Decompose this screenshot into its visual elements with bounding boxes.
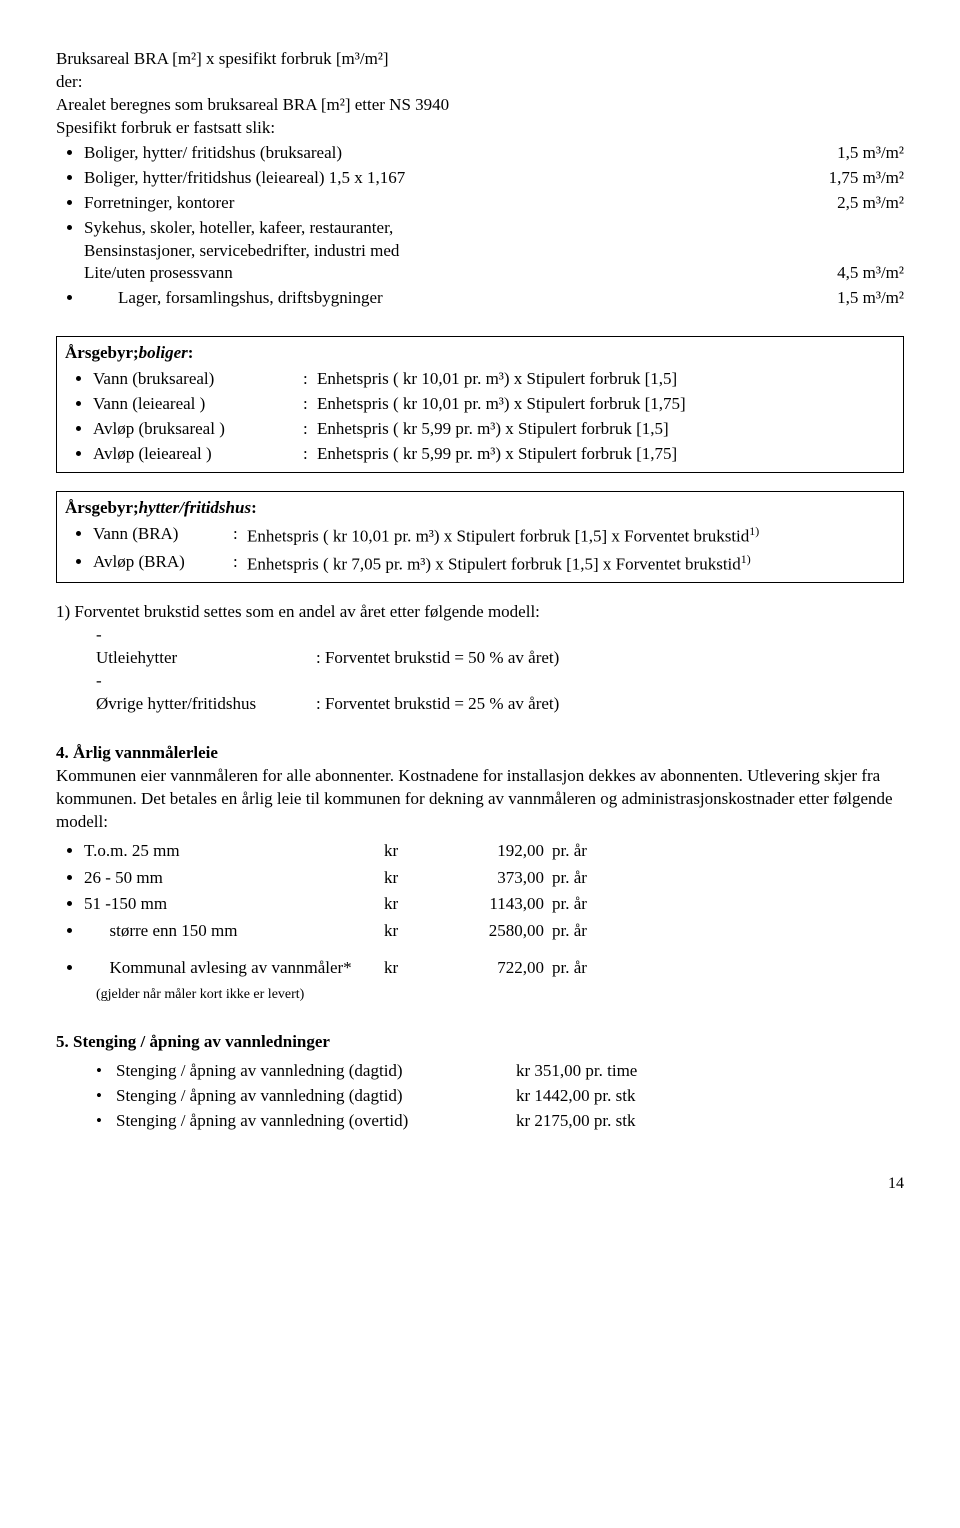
forbruk-label-cont1: Bensinstasjoner, servicebedrifter, indus… xyxy=(84,240,904,263)
fee-label: større enn 150 mm xyxy=(84,920,384,943)
hytter-title: Årsgebyr; xyxy=(65,497,139,520)
boliger-title: Årsgebyr; xyxy=(65,342,139,365)
open-value: kr 351,00 pr. time xyxy=(516,1060,637,1083)
intro-block: Bruksareal BRA [m²] x spesifikt forbruk … xyxy=(56,48,904,140)
open-label: Stenging / åpning av vannledning (overti… xyxy=(116,1110,516,1133)
forbruk-value: 1,5 m³/m² xyxy=(837,287,904,310)
boliger-rows: Vann (bruksareal):Enhetspris ( kr 10,01 … xyxy=(57,368,903,466)
open-value: kr 2175,00 pr. stk xyxy=(516,1110,635,1133)
table-value: Enhetspris ( kr 5,99 pr. m³) x Stipulert… xyxy=(317,418,903,441)
reading-note: (gjelder når måler kort ikke er levert) xyxy=(96,986,904,1005)
hytter-sublist: Utleiehytter: Forventet brukstid = 50 % … xyxy=(56,624,904,716)
forbruk-label: Sykehus, skoler, hoteller, kafeer, resta… xyxy=(84,217,904,240)
forbruk-value: 1,75 m³/m² xyxy=(829,167,904,190)
forbruk-value: 4,5 m³/m² xyxy=(837,262,904,285)
table-label: Avløp (BRA) xyxy=(93,551,233,577)
fee-label: 51 -150 mm xyxy=(84,893,384,916)
boliger-title-em: boliger xyxy=(139,342,188,365)
table-value: Enhetspris ( kr 5,99 pr. m³) x Stipulert… xyxy=(317,443,903,466)
forbruk-value: 2,5 m³/m² xyxy=(837,192,904,215)
table-label: Avløp (leieareal ) xyxy=(93,443,303,466)
forbruk-label-cont2: Lite/uten prosessvann xyxy=(84,262,837,285)
table-value: Enhetspris ( kr 10,01 pr. m³) x Stipuler… xyxy=(317,393,903,416)
table-label: Avløp (bruksareal ) xyxy=(93,418,303,441)
reading-fee: Kommunal avlesing av vannmåler*kr722,00p… xyxy=(56,957,904,980)
hytter-table: Årsgebyr; hytter/fritidshus: Vann (BRA):… xyxy=(56,491,904,583)
fee-label: 26 - 50 mm xyxy=(84,867,384,890)
sub-label: Utleiehytter xyxy=(96,647,316,670)
intro-l2: Spesifikt forbruk er fastsatt slik: xyxy=(56,117,904,140)
forbruk-list: Boliger, hytter/ fritidshus (bruksareal)… xyxy=(56,142,904,311)
hytter-note: 1) Forventet brukstid settes som en ande… xyxy=(56,601,904,624)
fee-label: T.o.m. 25 mm xyxy=(84,840,384,863)
hytter-title-em: hytter/fritidshus xyxy=(139,497,251,520)
sub-label: Øvrige hytter/fritidshus xyxy=(96,693,316,716)
boliger-table: Årsgebyr; boliger: Vann (bruksareal):Enh… xyxy=(56,336,904,473)
open-label: Stenging / åpning av vannledning (dagtid… xyxy=(116,1085,516,1108)
sub-val: : Forventet brukstid = 50 % av året) xyxy=(316,647,559,670)
hytter-rows: Vann (BRA):Enhetspris ( kr 10,01 pr. m³)… xyxy=(57,523,903,576)
forbruk-value: 1,5 m³/m² xyxy=(837,142,904,165)
forbruk-label: Boliger, hytter/fritidshus (leieareal) 1… xyxy=(84,167,829,190)
table-label: Vann (bruksareal) xyxy=(93,368,303,391)
fee-list: T.o.m. 25 mmkr192,00pr. år 26 - 50 mmkr3… xyxy=(56,840,904,944)
table-value: Enhetspris ( kr 10,01 pr. m³) x Stipuler… xyxy=(247,523,903,549)
der-line: der: xyxy=(56,71,904,94)
sub-val: : Forventet brukstid = 25 % av året) xyxy=(316,693,559,716)
open-list: Stenging / åpning av vannledning (dagtid… xyxy=(56,1060,904,1133)
sec5-heading: 5. Stenging / åpning av vannledninger xyxy=(56,1031,904,1054)
formula-line: Bruksareal BRA [m²] x spesifikt forbruk … xyxy=(56,48,904,71)
forbruk-label: Lager, forsamlingshus, driftsbygninger xyxy=(84,287,837,310)
table-value: Enhetspris ( kr 7,05 pr. m³) x Stipulert… xyxy=(247,551,903,577)
fee-label: Kommunal avlesing av vannmåler* xyxy=(84,957,384,980)
intro-l1: Arealet beregnes som bruksareal BRA [m²]… xyxy=(56,94,904,117)
forbruk-label: Boliger, hytter/ fritidshus (bruksareal) xyxy=(84,142,837,165)
open-label: Stenging / åpning av vannledning (dagtid… xyxy=(116,1060,516,1083)
sec4-heading: 4. Årlig vannmålerleie xyxy=(56,742,904,765)
forbruk-label: Forretninger, kontorer xyxy=(84,192,837,215)
page-number: 14 xyxy=(56,1173,904,1195)
table-label: Vann (leieareal ) xyxy=(93,393,303,416)
table-label: Vann (BRA) xyxy=(93,523,233,549)
sec4-para: Kommunen eier vannmåleren for alle abonn… xyxy=(56,765,904,834)
table-value: Enhetspris ( kr 10,01 pr. m³) x Stipuler… xyxy=(317,368,903,391)
open-value: kr 1442,00 pr. stk xyxy=(516,1085,635,1108)
